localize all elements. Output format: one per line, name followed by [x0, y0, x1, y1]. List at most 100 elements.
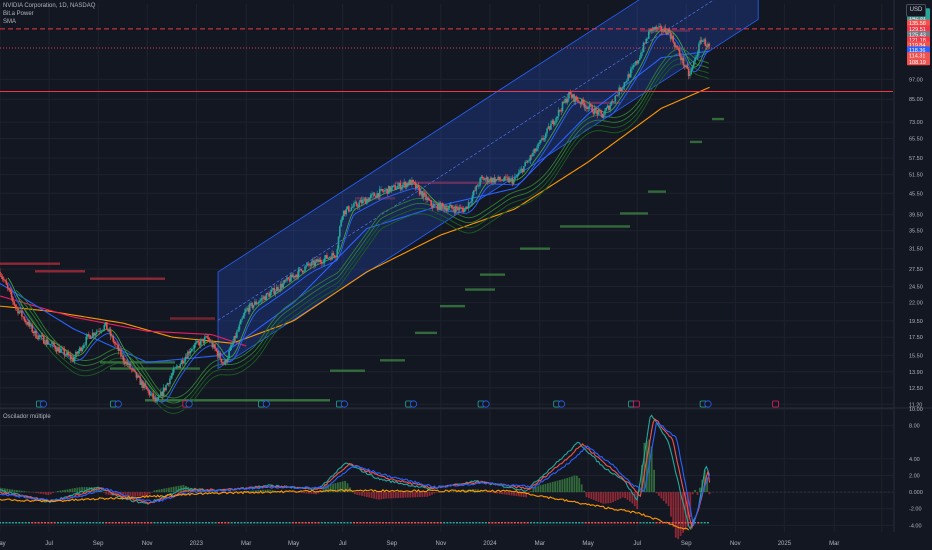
osc-histogram-bar — [146, 492, 149, 497]
candle-body — [438, 202, 440, 210]
volume-profile-bar — [648, 190, 666, 193]
candle-body — [221, 362, 224, 363]
candle-body — [610, 101, 613, 106]
candle-body — [241, 318, 243, 321]
candle-body — [216, 351, 219, 357]
candle-body — [475, 185, 478, 191]
time-axis-label: May — [0, 541, 6, 547]
candle-body — [88, 334, 90, 336]
candle-body — [215, 348, 218, 352]
candle-body — [488, 181, 490, 183]
osc-signal-dot — [47, 522, 50, 524]
osc-histogram-bar — [643, 442, 646, 493]
event-markers[interactable] — [36, 400, 779, 408]
candle-body — [90, 337, 93, 339]
osc-signal-dot — [636, 522, 639, 524]
earnings-marker-icon — [340, 400, 348, 408]
candle-body — [103, 325, 106, 330]
time-axis-label: Sep — [681, 541, 692, 547]
candle-body — [187, 351, 189, 359]
osc-histogram-bar — [563, 478, 566, 493]
osc-histogram-bar — [532, 487, 535, 493]
candle-body — [542, 138, 545, 140]
candle-body — [487, 177, 489, 183]
osc-histogram-bar — [329, 484, 332, 493]
candle-body — [260, 298, 263, 301]
osc-histogram-bar — [189, 487, 192, 493]
candle-body — [315, 259, 318, 262]
osc-signal-dot — [150, 522, 153, 524]
candle-body — [561, 101, 564, 112]
candle-body — [305, 265, 308, 267]
osc-signal-dot — [89, 522, 92, 524]
osc-histogram-bar — [110, 492, 112, 496]
candle-body — [367, 199, 369, 202]
indicator-legend-bita-power[interactable]: Bit.a Power — [3, 11, 34, 17]
osc-histogram-bar — [696, 492, 699, 495]
osc-histogram-bar — [392, 492, 395, 499]
candle-body — [269, 292, 272, 297]
candle-body — [277, 287, 279, 291]
candle-body — [605, 107, 608, 111]
candle-body — [250, 303, 252, 304]
osc-signal-dot — [79, 522, 82, 524]
osc-signal-dot — [185, 522, 188, 524]
currency-button[interactable]: USD — [906, 4, 926, 17]
symbol-title[interactable]: NVIDIA Corporation, 1D, NASDAQ — [3, 3, 96, 9]
osc-signal-dot — [288, 522, 291, 524]
candle-body — [188, 351, 191, 354]
candle-body — [524, 162, 526, 167]
candle-body — [693, 61, 695, 66]
candle-body — [209, 339, 211, 343]
volume-profile-bar — [520, 247, 550, 250]
candle-body — [35, 330, 37, 339]
candle-body — [308, 263, 310, 266]
time-axis-label: Nov — [436, 541, 447, 547]
osc-histogram-bar — [556, 480, 559, 493]
candle-body — [390, 187, 393, 192]
price-axis-label: 22.00 — [909, 301, 923, 307]
oscillator-line — [0, 488, 690, 531]
candle-body — [485, 177, 488, 180]
candle-body — [130, 368, 133, 370]
candle-body — [279, 283, 282, 291]
osc-histogram-bar — [368, 492, 371, 498]
osc-histogram-bar — [616, 492, 619, 500]
candle-body — [246, 308, 248, 310]
price-axis-label: 19.50 — [909, 319, 923, 325]
candle-body — [272, 287, 274, 290]
osc-signal-dot — [311, 522, 314, 524]
osc-histogram-bar — [269, 489, 272, 493]
osc-histogram-bar — [194, 488, 197, 493]
candle-body — [225, 359, 228, 362]
price-axis-label: 15.50 — [909, 353, 923, 359]
osc-histogram-bar — [390, 492, 392, 499]
osc-histogram-bar — [491, 492, 494, 493]
indicator-legend-sma[interactable]: SMA — [3, 19, 17, 25]
osc-signal-dot — [404, 522, 407, 524]
osc-histogram-bar — [559, 480, 561, 493]
price-axis[interactable]: 11.20 12.50 13.90 15.50 17.50 19.50 22.00 24.50… — [907, 8, 930, 529]
osc-histogram-bar — [689, 492, 692, 517]
candle-body — [100, 330, 103, 332]
osc-signal-dot — [195, 522, 198, 524]
candle-body — [113, 341, 116, 344]
candle-body — [301, 270, 304, 273]
osc-histogram-bar — [431, 492, 433, 495]
earnings-marker-icon — [409, 400, 418, 408]
osc-signal-dot — [455, 522, 458, 524]
volume-profile-bar — [90, 277, 165, 280]
split-marker-icon — [632, 400, 640, 408]
time-axis[interactable]: May Jul Sep Nov 2023 Mar May Jul Sep Nov 2024 Mar Ma… — [0, 541, 839, 547]
osc-signal-dot — [620, 522, 623, 524]
osc-histogram-bar — [404, 492, 407, 498]
osc-signal-dot — [414, 522, 417, 524]
candle-body — [386, 188, 389, 194]
osc-signal-dot — [95, 522, 98, 524]
osc-signal-dot — [5, 522, 8, 524]
osc-histogram-bar — [107, 492, 110, 495]
candle-body — [389, 186, 391, 192]
candle-body — [151, 393, 153, 395]
oscillator-title[interactable]: Oscilador múltiple — [3, 414, 51, 420]
